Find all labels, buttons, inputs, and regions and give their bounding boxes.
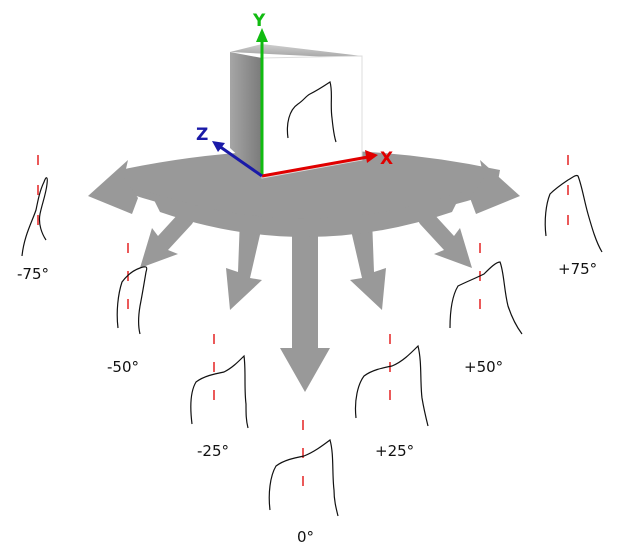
shape-outline — [355, 346, 428, 426]
angle-label: -50° — [107, 358, 139, 376]
shape-outline — [545, 175, 602, 252]
shape-outline — [191, 356, 248, 428]
x-axis-label: X — [380, 149, 393, 169]
y-axis-label: Y — [252, 11, 266, 31]
angle-label: +25° — [375, 442, 414, 460]
angle-label: +75° — [558, 260, 597, 278]
angle-label: +50° — [464, 358, 503, 376]
shape-outline — [117, 267, 147, 334]
view-plus-75: +75° — [545, 155, 602, 278]
z-axis-label: Z — [196, 125, 208, 145]
arrow-fan — [88, 150, 520, 392]
view-minus-25: -25° — [191, 334, 248, 460]
view-plus-25: +25° — [355, 334, 428, 460]
shape-outline — [450, 262, 522, 334]
view-minus-75: -75° — [17, 155, 49, 283]
shape-outline — [22, 178, 47, 256]
arrow-center-0 — [280, 230, 330, 392]
angle-label: -25° — [197, 442, 229, 460]
view-minus-50: -50° — [107, 243, 147, 376]
cube — [230, 44, 362, 178]
angle-label: -75° — [17, 265, 49, 283]
angle-label: 0° — [297, 528, 314, 546]
view-0: 0° — [269, 420, 338, 546]
